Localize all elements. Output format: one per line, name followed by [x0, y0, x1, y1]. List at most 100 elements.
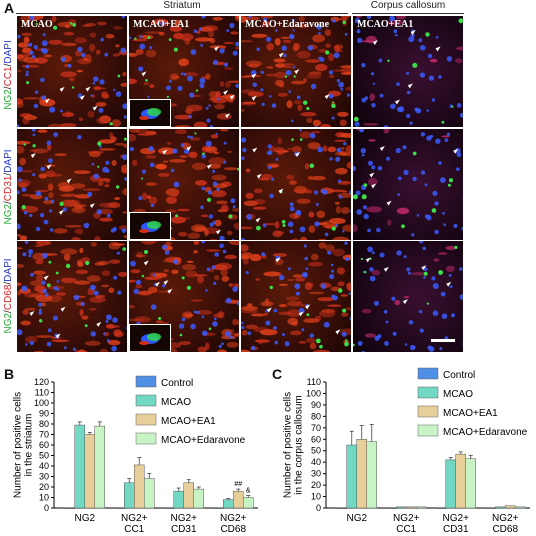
legend-swatch [135, 432, 157, 445]
striatum-group-rule [16, 13, 348, 14]
category-label: NG2+ [121, 513, 148, 524]
bar-mcao-edaravone [243, 497, 254, 509]
row-label-cd68: NG2/CD68/DAPI [3, 258, 14, 334]
corpus-callosum-group-rule [352, 13, 464, 14]
bar-mcao-ea1 [455, 453, 466, 509]
bar-mcao [495, 506, 506, 509]
y-tick-label: 90 [311, 400, 321, 410]
column-label-3: MCAO+Edaravone [245, 19, 330, 30]
bar-mcao [74, 424, 85, 509]
bar-mcao-edaravone [94, 425, 105, 509]
bar-control [64, 507, 75, 509]
category-label: NG2 [74, 513, 95, 524]
panel-a-letter: A [4, 0, 15, 16]
magnified-inset [129, 99, 171, 127]
y-tick-label: 40 [311, 457, 321, 467]
bar-mcao [396, 506, 407, 509]
micrograph-r3-c3 [240, 240, 352, 353]
scale-bar [431, 339, 455, 342]
bar-mcao-ea1 [84, 434, 95, 509]
y-tick-label: 100 [306, 388, 321, 398]
bar-control [435, 507, 446, 509]
category-label: NG2+ [492, 513, 519, 524]
y-tick-label: 110 [35, 388, 49, 398]
legend-label: MCAO+EA1 [161, 416, 216, 427]
micrograph-r1-c3: MCAO+Edaravone [240, 15, 352, 128]
panel-c-letter: C [272, 366, 283, 382]
category-label: NG2+ [171, 513, 198, 524]
y-tick-label: 0 [44, 503, 49, 513]
y-tick-label: 80 [39, 419, 49, 429]
y-tick-label: 0 [316, 503, 321, 513]
magnified-inset [129, 324, 171, 352]
micrograph-r3-c2 [128, 240, 240, 353]
bar-mcao-edaravone [416, 506, 427, 509]
micrograph-r1-c1: MCAO [16, 15, 128, 128]
bar-mcao [124, 482, 135, 509]
bar-mcao-ea1 [356, 439, 367, 509]
row-label-cc1: NG2/CC1/DAPI [3, 40, 14, 110]
y-tick-label: 80 [311, 411, 321, 421]
micrograph-r2-c2 [128, 128, 240, 241]
micrograph-r3-c1 [16, 240, 128, 353]
y-tick-label: 10 [311, 492, 321, 502]
y-tick-label: 30 [39, 472, 49, 482]
bar-control [336, 507, 347, 509]
category-label: NG2+ [393, 513, 420, 524]
legend-swatch [417, 405, 439, 418]
column-label-1: MCAO [21, 19, 53, 30]
bar-mcao-ea1 [183, 482, 194, 509]
legend-swatch [135, 394, 157, 407]
legend-label: Control [161, 378, 193, 389]
bar-mcao-ea1 [134, 464, 145, 509]
y-tick-label: 110 [307, 377, 321, 387]
y-tick-label: 30 [311, 469, 321, 479]
y-tick-label: 20 [311, 480, 321, 490]
legend-swatch [417, 424, 439, 437]
bar-mcao-edaravone [465, 458, 476, 509]
micrograph-r1-c4: MCAO+EA1 [352, 15, 464, 128]
micrograph-r2-c4 [352, 128, 464, 241]
bar-mcao-edaravone [366, 441, 377, 509]
micrograph-r3-c4 [352, 240, 464, 353]
micrograph-r2-c3 [240, 128, 352, 241]
legend-label: MCAO+Edaravone [443, 427, 528, 438]
bar-control [213, 507, 224, 509]
bar-mcao-ea1 [233, 490, 244, 509]
legend-swatch [135, 413, 157, 426]
legend-label: MCAO+EA1 [443, 408, 498, 419]
column-label-4: MCAO+EA1 [357, 19, 414, 30]
bar-mcao-edaravone [144, 478, 155, 509]
y-tick-label: 100 [34, 398, 49, 408]
bar-control [163, 507, 174, 509]
y-tick-label: 70 [311, 423, 321, 433]
bar-mcao [445, 459, 456, 509]
significance-mark: & [246, 487, 251, 494]
legend-swatch [135, 375, 157, 388]
category-label: NG2 [346, 513, 367, 524]
legend-label: MCAO [161, 397, 191, 408]
group-title-corpus-callosum: Corpus callosum [370, 0, 446, 11]
bar-mcao-edaravone [515, 506, 526, 509]
magnified-inset [129, 212, 171, 240]
legend-label: MCAO+Edaravone [161, 435, 246, 446]
y-tick-label: 20 [39, 482, 49, 492]
bar-mcao-ea1 [406, 506, 417, 509]
legend-swatch [417, 386, 439, 399]
bar-mcao [173, 490, 184, 509]
y-tick-label: 40 [39, 461, 49, 471]
legend-label: MCAO [443, 389, 473, 400]
significance-mark: ## [234, 481, 242, 488]
panel-b-letter: B [4, 366, 15, 382]
bar-control [386, 507, 397, 509]
category-label: NG2+ [220, 513, 247, 524]
group-title-striatum: Striatum [163, 0, 201, 11]
y-axis-label: Number of positive cellsin the striatum [13, 392, 35, 498]
category-label: CD31 [171, 524, 197, 535]
legend-label: Control [443, 370, 475, 381]
category-label: CC1 [396, 524, 416, 535]
y-tick-label: 120 [34, 377, 49, 387]
y-tick-label: 70 [39, 430, 49, 440]
column-label-2: MCAO+EA1 [133, 19, 190, 30]
